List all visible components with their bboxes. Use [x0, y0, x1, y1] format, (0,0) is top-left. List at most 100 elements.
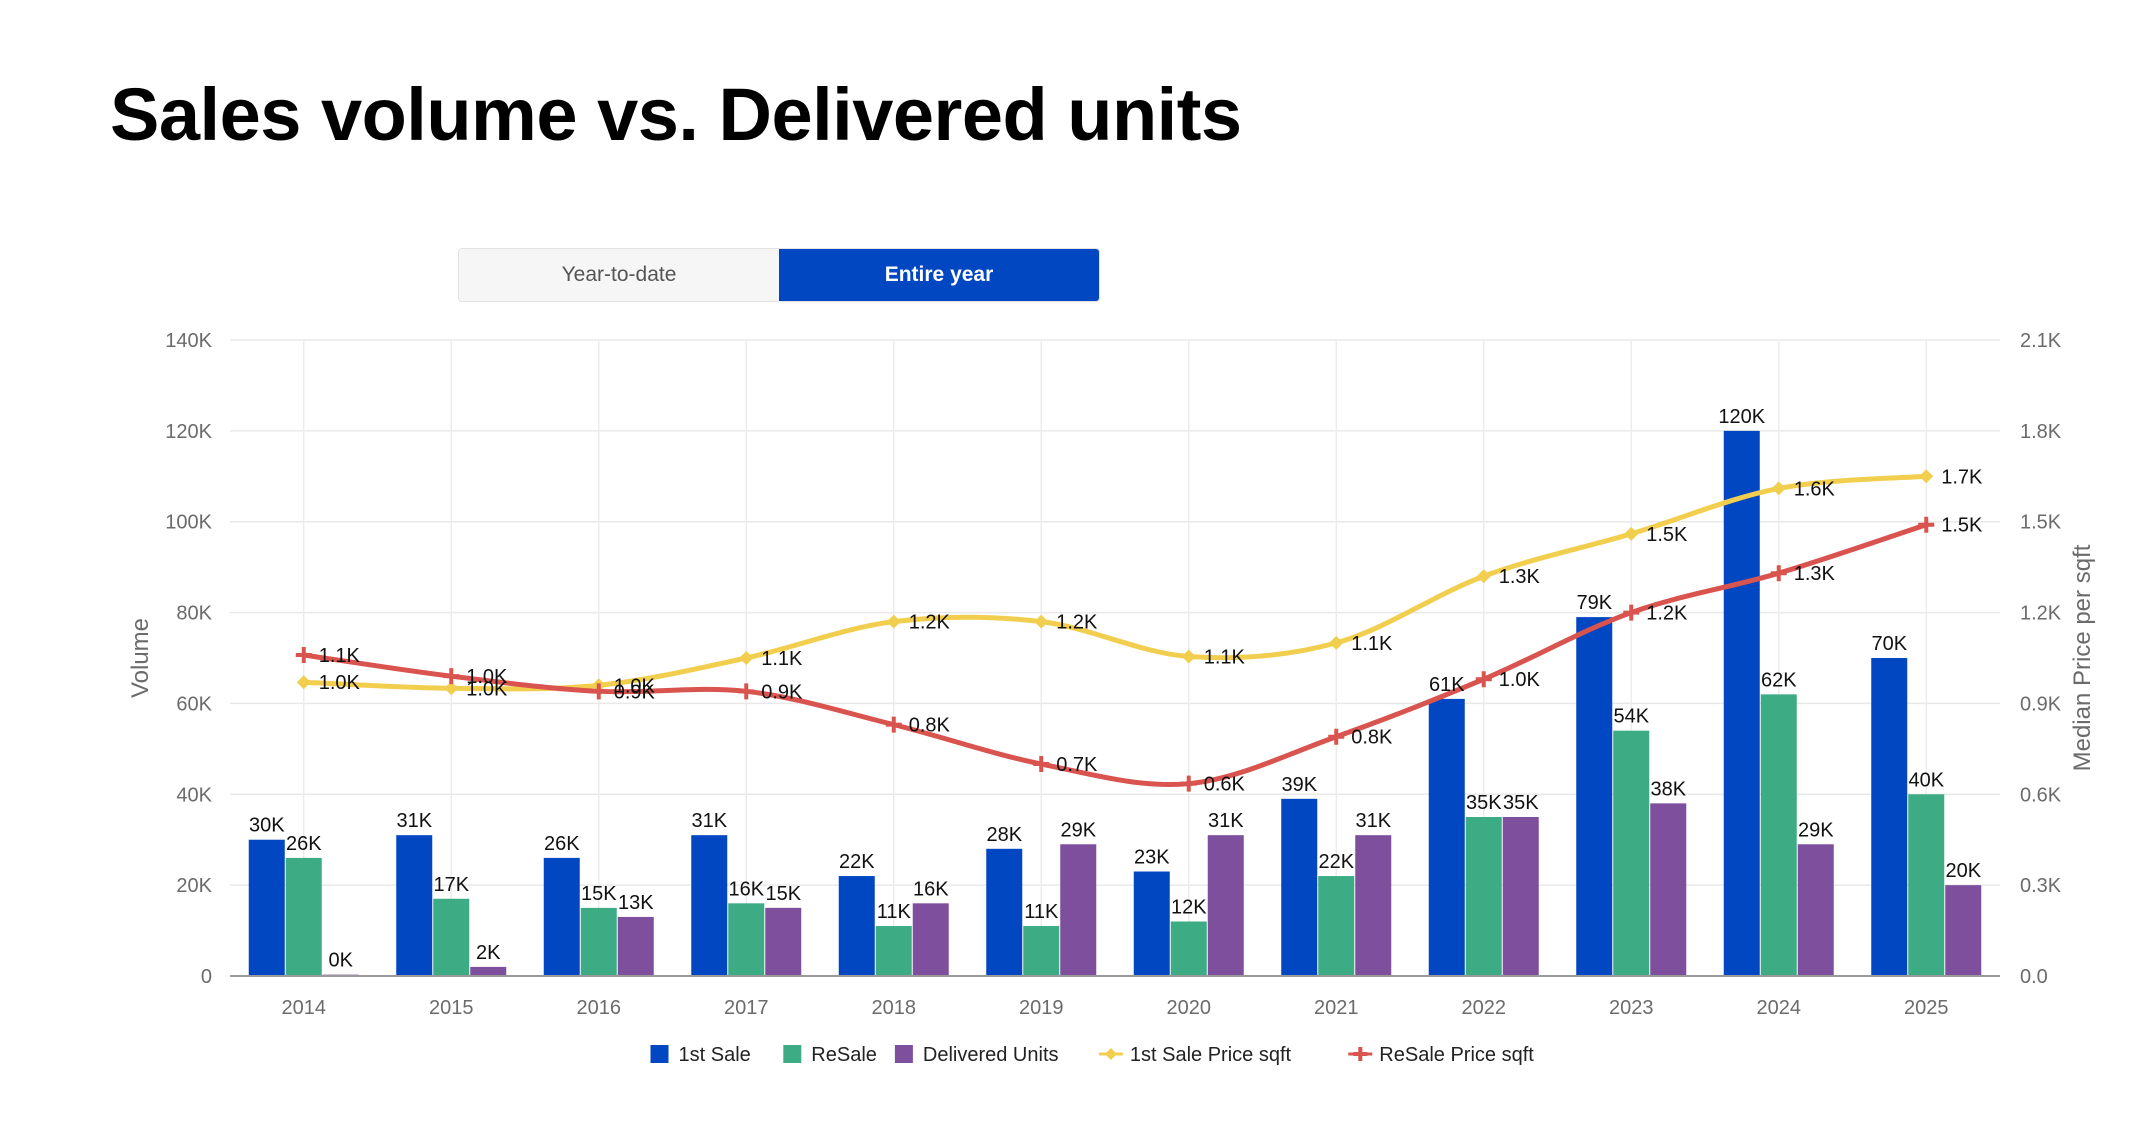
bars [248, 430, 1982, 976]
line-value-label: 1.0K [614, 675, 656, 697]
line-point [738, 683, 755, 700]
bar-value-label: 22K [839, 851, 875, 873]
line-point [590, 683, 607, 700]
bar [470, 966, 507, 976]
line-value-label: 0.9K [614, 681, 656, 703]
bar-value-label: 61K [1429, 674, 1465, 696]
bar-value-label: 70K [1871, 633, 1907, 655]
bar-value-label: 40K [1908, 769, 1944, 791]
bar [1355, 835, 1392, 976]
y2-tick-label: 1.5K [2020, 512, 2062, 534]
bar-value-label: 20K [1945, 860, 1981, 882]
x-tick-label: 2020 [1167, 997, 1212, 1019]
line-point [1476, 569, 1491, 584]
bar [765, 907, 802, 976]
legend-swatch [650, 1045, 669, 1063]
line-point [1919, 469, 1934, 484]
y2-tick-label: 1.8K [2020, 421, 2062, 443]
line-point [1624, 526, 1639, 541]
bar [1465, 817, 1502, 976]
bar [1060, 844, 1097, 976]
bar [1723, 430, 1760, 976]
bar-value-label: 16K [913, 878, 949, 900]
line-value-label: 1.1K [1351, 633, 1393, 655]
bar-value-label: 16K [728, 878, 764, 900]
x-tick-label: 2021 [1314, 997, 1359, 1019]
line-point [295, 646, 312, 663]
bar [1502, 817, 1539, 976]
bar-value-label: 31K [396, 810, 432, 832]
bar [1576, 617, 1613, 976]
y-tick-label: 20K [176, 875, 212, 897]
x-tick-label: 2017 [724, 997, 769, 1019]
bar-value-label: 29K [1798, 819, 1834, 841]
line-point [1181, 649, 1196, 664]
bar [543, 857, 580, 976]
line-value-label: 1.0K [1499, 669, 1541, 691]
bar-value-label: 2K [476, 942, 501, 964]
bar-value-label: 26K [544, 833, 580, 855]
line-point [444, 681, 459, 696]
y2-tick-label: 0.6K [2020, 784, 2062, 806]
bar-value-label: 26K [286, 833, 322, 855]
line-point [1034, 614, 1049, 629]
bar [986, 848, 1023, 976]
line-series-path [301, 473, 1929, 692]
line-point [296, 675, 311, 690]
line-value-label: 1.5K [1646, 524, 1688, 546]
bar [1945, 885, 1982, 976]
line-point [1180, 775, 1197, 792]
bar [1797, 844, 1834, 976]
line-value-label: 1.0K [466, 666, 508, 688]
bar-value-label: 13K [618, 892, 654, 914]
x-tick-label: 2016 [577, 997, 622, 1019]
line-value-label: 0.8K [909, 715, 951, 737]
bar-value-label: 11K [877, 901, 912, 923]
line-point [1771, 481, 1786, 496]
bar [433, 898, 470, 976]
y-tick-label: 0 [201, 966, 212, 988]
line-value-label: 1.1K [761, 648, 803, 670]
bar [1318, 876, 1355, 976]
legend-marker [1104, 1048, 1117, 1060]
bar [1281, 798, 1318, 976]
y-tick-label: 120K [165, 421, 212, 443]
legend-label: Delivered Units [923, 1044, 1059, 1066]
y2-tick-label: 0.9K [2020, 693, 2062, 715]
line-point [443, 668, 460, 685]
bar [396, 835, 433, 976]
bar-value-label: 39K [1281, 774, 1317, 796]
line-point [1623, 604, 1640, 621]
y-tick-label: 140K [165, 330, 212, 352]
bar [1428, 698, 1465, 976]
bar-value-label: 15K [581, 883, 617, 905]
bar [617, 916, 654, 976]
line-value-label: 0.9K [761, 681, 803, 703]
bar-value-label: 0K [329, 950, 354, 972]
period-toggle: Year-to-date Entire year [458, 248, 1100, 302]
legend-marker [1353, 1047, 1368, 1061]
bar [728, 903, 765, 976]
bar [285, 857, 322, 976]
bar [1908, 794, 1945, 976]
bar [248, 839, 285, 976]
entire-year-button[interactable]: Entire year [779, 249, 1099, 301]
bar [1613, 730, 1650, 976]
y2-tick-label: 0.3K [2020, 875, 2062, 897]
line-series-path [301, 522, 1929, 788]
line-point [739, 651, 754, 665]
bar-value-label: 38K [1650, 778, 1686, 800]
year-to-date-button[interactable]: Year-to-date [459, 249, 779, 301]
y2-tick-label: 1.2K [2020, 603, 2062, 625]
bar [838, 876, 875, 976]
x-tick-label: 2018 [872, 997, 917, 1019]
lines [295, 469, 1935, 792]
line-value-label: 1.2K [1646, 603, 1688, 625]
legend-label: 1st Sale Price sqft [1130, 1044, 1292, 1066]
line-value-label: 0.6K [1204, 774, 1246, 796]
bar-value-label: 31K [1208, 810, 1244, 832]
line-point [885, 716, 902, 733]
line-value-label: 1.7K [1941, 466, 1983, 488]
legend: 1st Sale ReSale Delivered Units 1st Sale Pr… [650, 1044, 1534, 1066]
line-value-label: 0.7K [1056, 754, 1098, 776]
